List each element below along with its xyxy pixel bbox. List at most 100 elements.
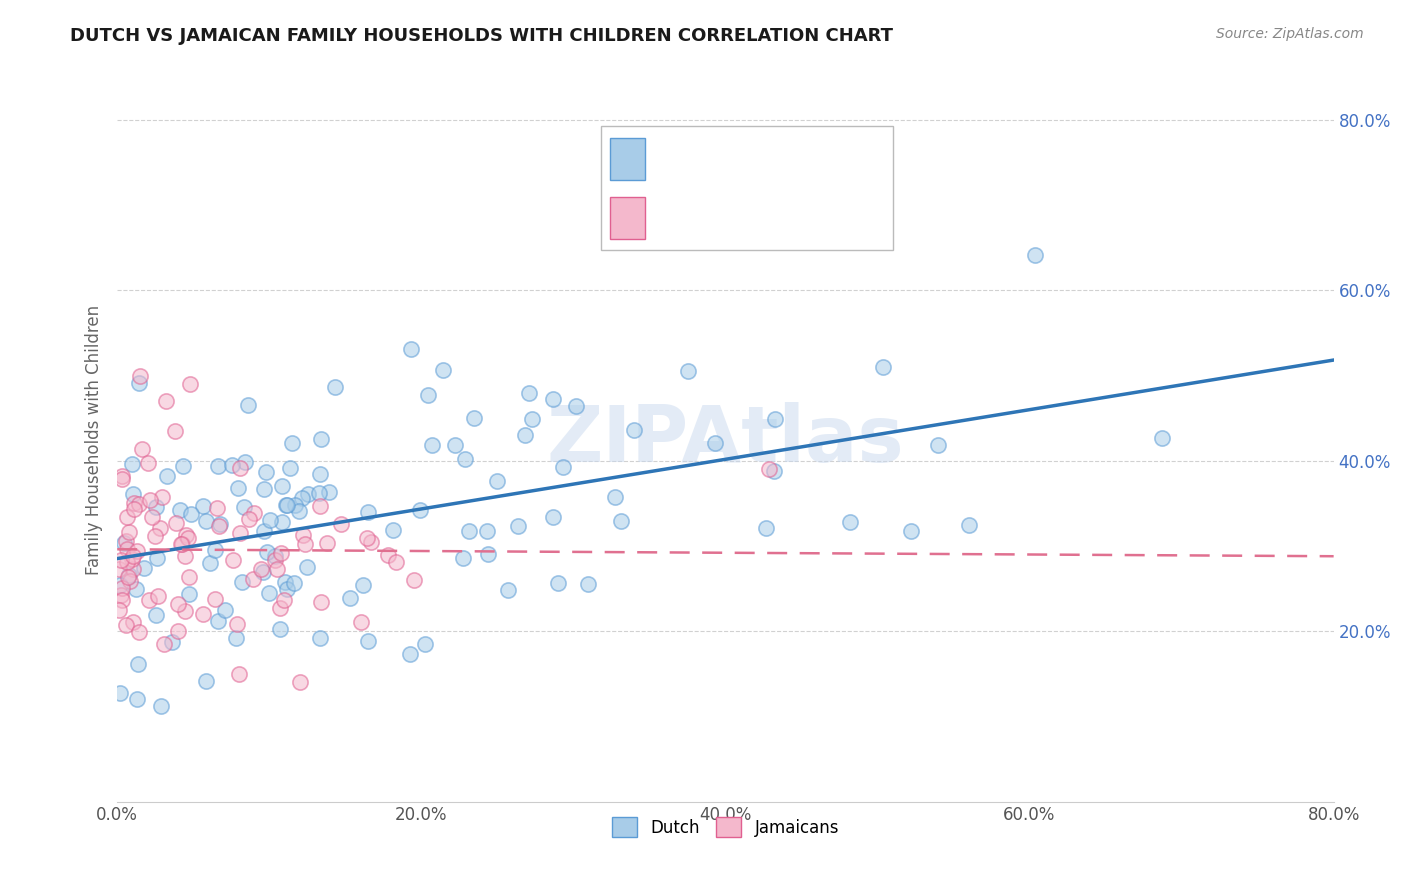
Point [413,637,436,651]
Point [623,423,645,437]
Point [269,623,291,637]
Point [357,505,380,519]
Point [160,635,183,649]
Point [477,547,499,561]
Point [266,562,288,576]
Point [486,474,509,488]
Legend: Dutch, Jamaicans: Dutch, Jamaicans [605,810,846,844]
Point [117,570,139,584]
Point [145,500,167,514]
Point [112,536,135,550]
Point [122,562,145,576]
Point [214,603,236,617]
Point [605,490,627,504]
Point [381,524,404,538]
Point [458,524,481,539]
Point [207,614,229,628]
Point [283,576,305,591]
Point [149,520,172,534]
Point [165,425,187,439]
Point [242,572,264,586]
Point [676,363,699,377]
Point [229,461,252,475]
Point [200,556,222,570]
Point [165,516,187,530]
Point [221,458,243,473]
Point [418,387,440,401]
Point [172,459,194,474]
Point [167,598,190,612]
Point [264,553,287,567]
Point [323,380,346,394]
Point [309,500,332,514]
Point [170,537,193,551]
Point [155,394,177,409]
Point [121,486,143,500]
Point [238,398,260,412]
Point [274,574,297,589]
Point [115,510,138,524]
Point [128,376,150,390]
Point [399,647,422,661]
Point [269,600,291,615]
Point [132,561,155,575]
Point [276,498,298,512]
Point [209,516,232,531]
Point [226,481,249,495]
Point [420,438,443,452]
Point [111,581,134,595]
Point [145,529,167,543]
Point [125,544,148,558]
Point [755,521,778,535]
Point [454,451,477,466]
Point [541,510,564,524]
Point [174,528,197,542]
Point [957,517,980,532]
Point [177,531,200,545]
Point [121,552,143,566]
Text: Source: ZipAtlas.com: Source: ZipAtlas.com [1216,27,1364,41]
Point [252,566,274,580]
Point [122,501,145,516]
Point [329,517,352,532]
Point [278,461,301,475]
Point [225,631,247,645]
Point [463,410,485,425]
Point [270,546,292,560]
Point [900,524,922,538]
Point [131,442,153,456]
Point [141,510,163,524]
Point [179,377,201,392]
Point [409,503,432,517]
Point [125,582,148,597]
Point [146,590,169,604]
Point [294,537,316,551]
Point [432,363,454,377]
Point [117,568,139,582]
Point [136,456,159,470]
Point [127,657,149,671]
Point [250,562,273,576]
Point [520,411,543,425]
Point [315,536,337,550]
Point [121,549,143,564]
Point [169,502,191,516]
Point [288,504,311,518]
Point [762,464,785,478]
Point [191,607,214,621]
Point [167,624,190,638]
Point [128,625,150,640]
Point [205,500,228,515]
Point [872,359,894,374]
Point [118,525,141,540]
Point [173,549,195,563]
Point [254,465,277,479]
Point [208,519,231,533]
Point [565,399,588,413]
Point [125,692,148,706]
Point [149,698,172,713]
Point [207,458,229,473]
Point [156,469,179,483]
Point [309,432,332,446]
Point [150,490,173,504]
